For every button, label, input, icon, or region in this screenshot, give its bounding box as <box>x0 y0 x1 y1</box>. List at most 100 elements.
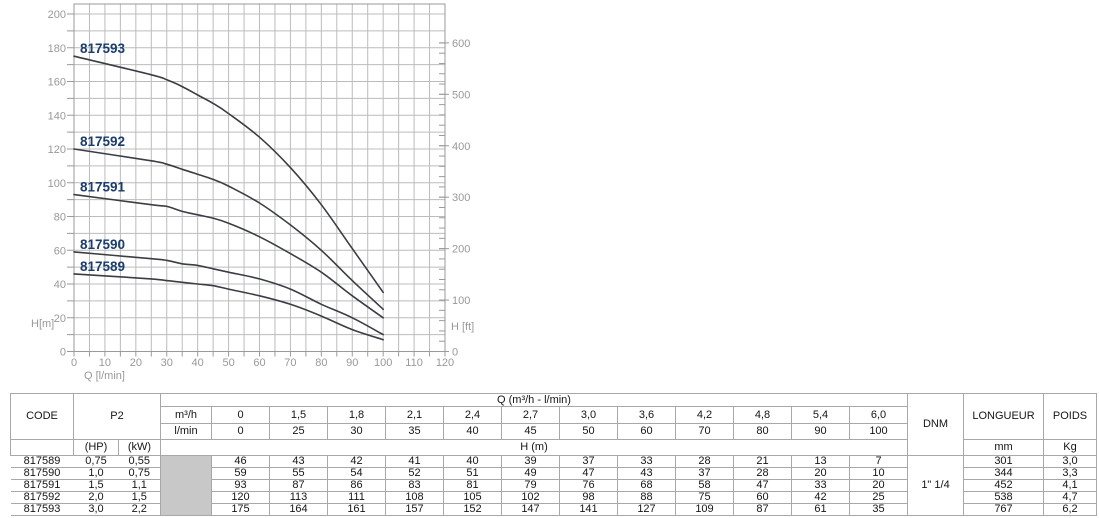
left-axis-tick-label: 0 <box>60 347 66 359</box>
curve-label-817591: 817591 <box>80 180 126 195</box>
h-value-cell: 164 <box>269 503 328 516</box>
lmin-unit-label: l/min <box>160 423 212 440</box>
code-cell: 817590 <box>10 467 74 480</box>
longueur-value-cell: 452 <box>963 479 1044 492</box>
m3h-value-cell: 0 <box>211 406 270 424</box>
h-value-cell: 52 <box>385 467 444 480</box>
lmin-value-cell: 80 <box>733 423 792 440</box>
x-axis-tick-label: 90 <box>346 357 358 369</box>
m3h-value-cell: 1,5 <box>269 406 328 424</box>
curve-label-817589: 817589 <box>80 259 125 274</box>
curve-817591 <box>73 193 384 319</box>
right-axis-tick-label: 100 <box>452 295 470 307</box>
code-subheader-empty <box>10 439 74 456</box>
h-value-cell: 87 <box>269 479 328 492</box>
kw-cell: 1,1 <box>118 479 161 492</box>
h-value-cell: 51 <box>443 467 502 480</box>
lmin-value-cell: 60 <box>617 423 676 440</box>
lmin-value-cell: 50 <box>559 423 618 440</box>
h-value-cell: 157 <box>385 503 444 516</box>
x-axis-tick-label: 70 <box>284 357 296 369</box>
h-value-cell: 58 <box>675 479 734 492</box>
mm-subheader: mm <box>963 439 1044 456</box>
table-row: CODE P2 Q (m³/h - l/min) DNM LONGUEUR POIDS <box>10 393 1097 456</box>
h-value-cell: 59 <box>211 467 270 480</box>
h-value-cell: 47 <box>559 467 618 480</box>
hp-subheader: (HP) <box>73 439 119 456</box>
h-value-cell: 98 <box>559 491 618 504</box>
h-value-cell: 25 <box>849 491 908 504</box>
h-value-cell: 152 <box>443 503 502 516</box>
curve-label-817592: 817592 <box>80 134 125 149</box>
h-value-cell: 161 <box>327 503 386 516</box>
h-value-cell: 20 <box>791 467 850 480</box>
h-value-cell: 21 <box>733 455 792 468</box>
left-axis-tick-label: 100 <box>48 178 66 190</box>
curve-label-817590: 817590 <box>80 237 125 252</box>
longueur-value-cell: 344 <box>963 467 1044 480</box>
h-value-cell: 61 <box>791 503 850 516</box>
code-cell: 817591 <box>10 479 74 492</box>
poids-value-cell: 6,2 <box>1043 503 1097 516</box>
curve-817589 <box>73 273 384 341</box>
h-value-cell: 83 <box>385 479 444 492</box>
x-axis-tick-label: 0 <box>71 357 77 369</box>
left-axis-tick-label: 20 <box>54 313 66 325</box>
kw-cell: 2,2 <box>118 503 161 516</box>
lmin-value-cell: 100 <box>849 423 908 440</box>
h-value-cell: 33 <box>617 455 676 468</box>
h-value-cell: 86 <box>327 479 386 492</box>
x-axis-tick-label: 80 <box>315 357 327 369</box>
lmin-value-cell: 35 <box>385 423 444 440</box>
h-value-cell: 28 <box>675 455 734 468</box>
h-value-cell: 60 <box>733 491 792 504</box>
h-value-cell: 47 <box>733 479 792 492</box>
h-value-cell: 75 <box>675 491 734 504</box>
q-group-header: Q (m³/h - l/min) <box>160 393 908 407</box>
lmin-value-cell: 45 <box>501 423 560 440</box>
kw-cell: 0,55 <box>118 455 161 468</box>
h-value-cell: 88 <box>617 491 676 504</box>
m3h-value-cell: 5,4 <box>791 406 850 424</box>
longueur-value-cell: 301 <box>963 455 1044 468</box>
lmin-value-cell: 25 <box>269 423 328 440</box>
h-value-cell: 37 <box>559 455 618 468</box>
m3h-unit-label: m³/h <box>160 406 212 424</box>
poids-value-cell: 3,0 <box>1043 455 1097 468</box>
table-row: (HP) (kW) H (m) mm Kg <box>10 439 1097 456</box>
table-row: l/min 0 25 30 35 40 45 50 60 70 80 90 100 <box>11 423 1097 440</box>
right-axis-tick-label: 500 <box>452 89 470 101</box>
lmin-value-cell: 40 <box>443 423 502 440</box>
spec-table-container: CODE P2 Q (m³/h - l/min) DNM LONGUEUR POIDS m³… <box>10 393 1097 516</box>
right-axis-title: H [ft] <box>451 321 475 333</box>
table-row: 817592 2,0 1,5 120 113 111 108 105 102 98 88 75 60 42… <box>10 491 1097 504</box>
kg-subheader: Kg <box>1043 439 1097 456</box>
h-value-cell: 113 <box>269 491 328 504</box>
p2-header: P2 <box>73 393 161 440</box>
x-axis-tick-label: 110 <box>405 357 423 369</box>
right-axis-tick-label: 600 <box>452 38 470 50</box>
m3h-value-cell: 4,8 <box>733 406 792 424</box>
longueur-header: LONGUEUR <box>963 393 1044 440</box>
h-value-cell: 87 <box>733 503 792 516</box>
longueur-value-cell: 767 <box>963 503 1044 516</box>
h-value-cell: 68 <box>617 479 676 492</box>
h-value-cell: 109 <box>675 503 734 516</box>
h-value-cell: 28 <box>733 467 792 480</box>
hp-cell: 3,0 <box>73 503 119 516</box>
x-axis-tick-label: 20 <box>130 357 142 369</box>
kw-cell: 0,75 <box>118 467 161 480</box>
curve-817593 <box>73 55 384 294</box>
h-value-cell: 41 <box>385 455 444 468</box>
m3h-value-cell: 2,7 <box>501 406 560 424</box>
h-value-cell: 46 <box>211 455 270 468</box>
h-value-cell: 7 <box>849 455 908 468</box>
h-value-cell: 105 <box>443 491 502 504</box>
m3h-value-cell: 1,8 <box>327 406 386 424</box>
h-value-cell: 43 <box>269 455 328 468</box>
table-row: m³/h 0 1,5 1,8 2,1 2,4 2,7 3,0 3,6 4,2 4,8 5,4 6,0 <box>11 406 1097 424</box>
h-value-cell: 33 <box>791 479 850 492</box>
h-value-cell: 55 <box>269 467 328 480</box>
h-value-cell: 37 <box>675 467 734 480</box>
